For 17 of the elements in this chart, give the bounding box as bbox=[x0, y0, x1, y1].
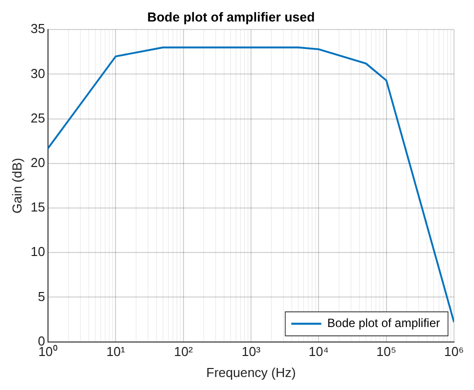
y-tick-label: 35 bbox=[30, 21, 46, 36]
y-tick-label: 10 bbox=[30, 244, 46, 260]
x-tick-label: 10³ bbox=[242, 344, 262, 360]
y-axis-title: Gain (dB) bbox=[9, 158, 24, 214]
y-tick-label: 30 bbox=[30, 66, 46, 81]
x-axis-title: Frequency (Hz) bbox=[206, 364, 296, 380]
x-tick-label: 10¹ bbox=[106, 344, 126, 360]
chart-title: Bode plot of amplifier used bbox=[147, 9, 315, 24]
y-tick-label: 15 bbox=[30, 200, 46, 215]
y-tick-label: 5 bbox=[38, 288, 46, 304]
legend-label: Bode plot of amplifier bbox=[327, 316, 440, 330]
y-tick-label: 20 bbox=[30, 154, 46, 170]
y-tick-label: 25 bbox=[30, 110, 46, 126]
x-tick-label: 10⁶ bbox=[444, 344, 464, 360]
x-tick-label: 10⁴ bbox=[308, 344, 329, 360]
x-tick-label: 10² bbox=[174, 344, 194, 360]
x-tick-label: 10⁵ bbox=[376, 344, 396, 360]
